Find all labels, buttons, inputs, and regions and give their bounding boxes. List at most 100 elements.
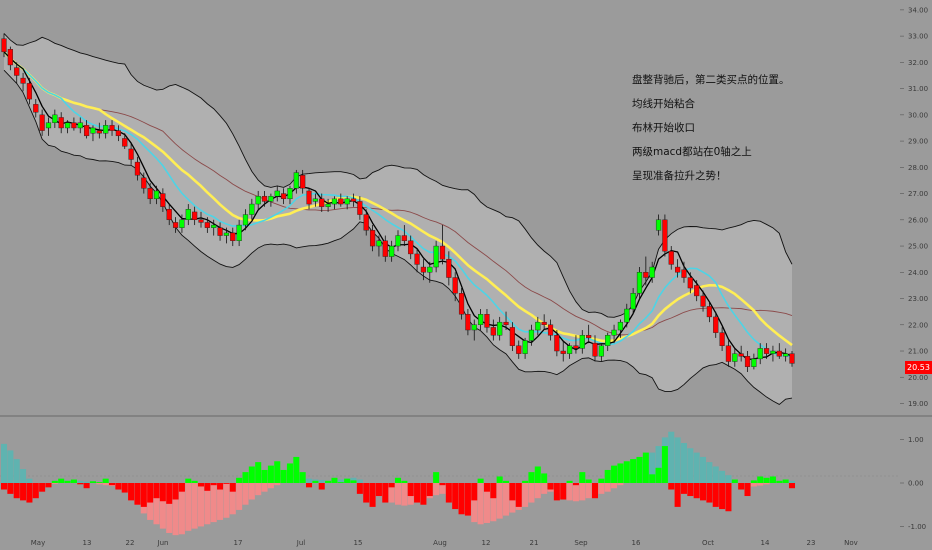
candle-body bbox=[26, 83, 33, 100]
candle-body bbox=[617, 321, 624, 331]
histogram-long-bar bbox=[490, 483, 497, 522]
price-tick-label: 22.00 bbox=[908, 321, 928, 329]
candle-body bbox=[64, 122, 71, 129]
histogram-short-bar bbox=[483, 483, 490, 492]
histogram-long-bar bbox=[96, 483, 103, 485]
ma-long-line bbox=[3, 50, 793, 347]
histogram-short-bar bbox=[623, 461, 630, 483]
candle-body bbox=[389, 245, 395, 257]
candle-body bbox=[217, 227, 223, 236]
histogram-short-bar bbox=[344, 478, 351, 483]
histogram-short-bar bbox=[496, 476, 503, 483]
candle-body bbox=[471, 324, 477, 331]
candle-body bbox=[643, 272, 649, 278]
histogram-short-bar bbox=[261, 469, 268, 483]
candle-body bbox=[71, 122, 77, 129]
candle-body bbox=[452, 277, 458, 294]
candle-body bbox=[694, 285, 700, 297]
histogram-short-bar bbox=[306, 483, 313, 488]
candle-body bbox=[414, 253, 420, 265]
candle-body bbox=[458, 293, 465, 315]
last-price-tag: 20.53 bbox=[905, 361, 932, 374]
histogram-long-bar bbox=[217, 483, 224, 520]
histogram-short-bar bbox=[572, 483, 579, 486]
annotation-line-2: 均线开始粘合 bbox=[632, 98, 695, 110]
histogram-long-bar bbox=[166, 483, 173, 533]
annotation-line-5: 呈现准备拉升之势！ bbox=[632, 170, 727, 182]
histogram-short-bar bbox=[229, 483, 236, 492]
histogram-long-bar bbox=[178, 483, 185, 535]
price-tick-label: 26.00 bbox=[908, 216, 928, 224]
candle-body bbox=[401, 235, 407, 242]
histogram-long-bar bbox=[356, 479, 363, 483]
histogram-long-bar bbox=[0, 443, 8, 483]
price-tick-label: 31.00 bbox=[908, 85, 928, 93]
candle-body bbox=[433, 245, 439, 268]
histogram-short-bar bbox=[388, 483, 395, 488]
histogram-short-bar bbox=[649, 474, 656, 483]
histogram-short-bar bbox=[509, 483, 516, 501]
candle-body bbox=[223, 232, 230, 236]
candle-body bbox=[586, 335, 592, 339]
time-tick-label: 22 bbox=[126, 539, 135, 547]
histogram-long-bar bbox=[598, 483, 605, 494]
histogram-short-bar bbox=[503, 480, 510, 483]
candle-body bbox=[408, 240, 414, 255]
candle-body bbox=[395, 235, 401, 247]
time-tick-label: May bbox=[31, 539, 45, 547]
price-tick-label: 19.00 bbox=[908, 400, 928, 408]
histogram-short-bar bbox=[140, 483, 147, 507]
histogram-short-bar bbox=[750, 480, 757, 483]
histogram-long-bar bbox=[51, 483, 58, 484]
histogram-long-bar bbox=[585, 483, 592, 499]
candle-body bbox=[211, 224, 217, 228]
candle-body bbox=[649, 266, 655, 278]
macd-histogram bbox=[0, 431, 796, 536]
candle-body bbox=[160, 193, 166, 207]
candle-body bbox=[732, 353, 738, 362]
candle-body bbox=[566, 345, 573, 354]
candle-body bbox=[497, 321, 503, 336]
histogram-short-bar bbox=[166, 483, 173, 504]
histogram-short-bar bbox=[293, 456, 300, 483]
histogram-long-bar bbox=[611, 483, 618, 489]
candle-body bbox=[319, 198, 325, 207]
histogram-short-bar bbox=[223, 483, 230, 484]
histogram-short-bar bbox=[788, 483, 796, 489]
candle-body bbox=[560, 350, 566, 354]
histogram-long-bar bbox=[706, 462, 713, 483]
histogram-short-bar bbox=[553, 483, 560, 501]
candle-body bbox=[700, 295, 706, 307]
histogram-short-bar bbox=[115, 483, 122, 490]
candle-body bbox=[503, 321, 509, 325]
candle-body bbox=[14, 67, 20, 76]
histogram-short-bar bbox=[407, 483, 414, 497]
histogram-short-bar bbox=[490, 483, 497, 499]
annotation-line-3: 布林开始收口 bbox=[632, 122, 695, 134]
histogram-short-bar bbox=[725, 483, 732, 512]
candle-body bbox=[281, 193, 287, 200]
candle-body bbox=[84, 125, 90, 137]
histogram-short-bar bbox=[560, 483, 567, 500]
histogram-long-bar bbox=[102, 483, 109, 486]
candle-body bbox=[109, 125, 115, 131]
histogram-short-bar bbox=[274, 461, 281, 483]
histogram-long-bar bbox=[604, 483, 611, 492]
histogram-short-bar bbox=[77, 483, 84, 485]
candle-body bbox=[770, 350, 776, 354]
histogram-short-bar bbox=[700, 483, 707, 501]
candle-body bbox=[20, 77, 26, 84]
price-tick-label: 21.00 bbox=[908, 348, 928, 356]
candle-body bbox=[268, 195, 274, 202]
histogram-short-bar bbox=[153, 483, 160, 499]
histogram-short-bar bbox=[744, 483, 751, 497]
candle-body bbox=[185, 209, 191, 221]
histogram-short-bar bbox=[712, 483, 719, 507]
histogram-long-bar bbox=[255, 483, 262, 496]
price-axis: 34.00 33.00 32.00 31.00 30.00 29.00 28.00 27.00… bbox=[900, 6, 928, 408]
histogram-short-bar bbox=[642, 452, 649, 483]
candle-body bbox=[490, 327, 496, 336]
histogram-long-bar bbox=[668, 431, 675, 483]
histogram-tick-label: 1.00 bbox=[908, 436, 924, 444]
candle-body bbox=[357, 201, 363, 215]
